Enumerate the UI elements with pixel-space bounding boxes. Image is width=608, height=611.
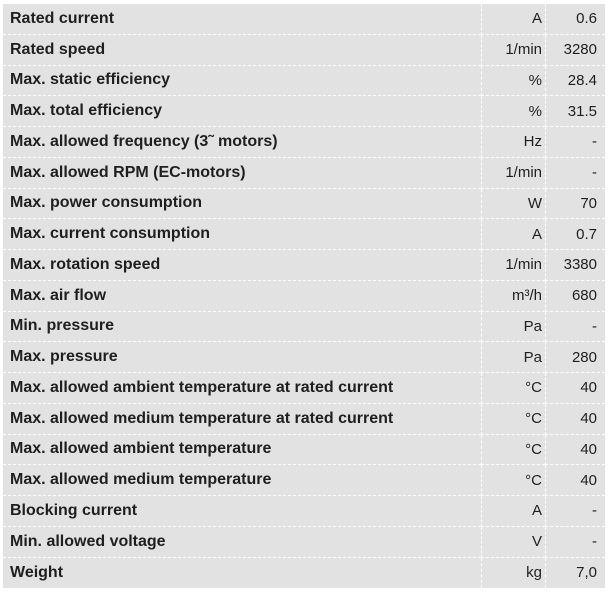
spec-unit: 1/min xyxy=(481,34,545,66)
spec-unit: W xyxy=(481,188,545,220)
spec-unit: °C xyxy=(481,434,545,466)
spec-value: 3280 xyxy=(545,34,605,66)
spec-value: - xyxy=(545,526,605,558)
spec-parameter: Max. static efficiency xyxy=(3,65,481,97)
spec-row: Max. allowed ambient temperature °C 40 xyxy=(3,434,605,466)
spec-row: Max. allowed frequency (3˜ motors) Hz - xyxy=(3,127,605,158)
spec-value: 0.6 xyxy=(545,4,605,35)
spec-parameter: Max. total efficiency xyxy=(3,96,481,127)
spec-row: Max. pressure Pa 280 xyxy=(3,342,605,373)
spec-parameter: Max. current consumption xyxy=(3,219,481,250)
spec-unit: A xyxy=(481,4,545,35)
spec-value: 3380 xyxy=(545,250,605,281)
spec-value: 40 xyxy=(545,434,605,466)
spec-unit: °C xyxy=(481,465,545,496)
spec-parameter: Max. air flow xyxy=(3,280,481,312)
spec-unit: °C xyxy=(481,403,545,435)
spec-parameter: Weight xyxy=(3,557,481,589)
spec-row: Max. allowed medium temperature at rated… xyxy=(3,403,605,435)
spec-parameter: Max. allowed ambient temperature xyxy=(3,434,481,466)
spec-parameter: Max. allowed frequency (3˜ motors) xyxy=(3,127,481,158)
spec-parameter: Max. power consumption xyxy=(3,188,481,220)
spec-value: - xyxy=(545,496,605,527)
spec-parameter: Rated speed xyxy=(3,34,481,66)
spec-row: Max. allowed ambient temperature at rate… xyxy=(3,373,605,404)
spec-unit: m³/h xyxy=(481,280,545,312)
spec-unit: % xyxy=(481,96,545,127)
spec-unit: 1/min xyxy=(481,157,545,189)
spec-row: Max. allowed RPM (EC-motors) 1/min - xyxy=(3,157,605,189)
spec-unit: A xyxy=(481,219,545,250)
spec-unit: Hz xyxy=(481,127,545,158)
spec-row: Weight kg 7,0 xyxy=(3,557,605,589)
spec-row: Max. static efficiency % 28.4 xyxy=(3,65,605,97)
spec-parameter: Min. pressure xyxy=(3,311,481,343)
spec-row: Max. rotation speed 1/min 3380 xyxy=(3,250,605,281)
spec-row: Max. total efficiency % 31.5 xyxy=(3,96,605,127)
spec-value: 28.4 xyxy=(545,65,605,97)
specifications-table: Rated current A 0.6 Rated speed 1/min 32… xyxy=(3,4,605,589)
spec-unit: A xyxy=(481,496,545,527)
spec-row: Max. current consumption A 0.7 xyxy=(3,219,605,250)
spec-unit: Pa xyxy=(481,342,545,373)
spec-value: - xyxy=(545,127,605,158)
spec-value: - xyxy=(545,311,605,343)
spec-value: 31.5 xyxy=(545,96,605,127)
spec-unit: % xyxy=(481,65,545,97)
spec-parameter: Max. allowed ambient temperature at rate… xyxy=(3,373,481,404)
spec-parameter: Max. pressure xyxy=(3,342,481,373)
spec-value: - xyxy=(545,157,605,189)
spec-unit: Pa xyxy=(481,311,545,343)
spec-value: 40 xyxy=(545,403,605,435)
spec-unit: 1/min xyxy=(481,250,545,281)
specifications-table-body: Rated current A 0.6 Rated speed 1/min 32… xyxy=(3,4,605,589)
spec-value: 70 xyxy=(545,188,605,220)
spec-parameter: Min. allowed voltage xyxy=(3,526,481,558)
spec-parameter: Max. allowed RPM (EC-motors) xyxy=(3,157,481,189)
spec-parameter: Max. rotation speed xyxy=(3,250,481,281)
spec-parameter: Rated current xyxy=(3,4,481,35)
spec-row: Rated current A 0.6 xyxy=(3,4,605,35)
spec-parameter: Blocking current xyxy=(3,496,481,527)
spec-parameter: Max. allowed medium temperature xyxy=(3,465,481,496)
spec-row: Rated speed 1/min 3280 xyxy=(3,34,605,66)
spec-value: 680 xyxy=(545,280,605,312)
spec-value: 40 xyxy=(545,373,605,404)
spec-unit: °C xyxy=(481,373,545,404)
spec-row: Max. air flow m³/h 680 xyxy=(3,280,605,312)
spec-value: 0.7 xyxy=(545,219,605,250)
spec-value: 280 xyxy=(545,342,605,373)
spec-row: Min. pressure Pa - xyxy=(3,311,605,343)
spec-parameter: Max. allowed medium temperature at rated… xyxy=(3,403,481,435)
spec-unit: kg xyxy=(481,557,545,589)
spec-row: Max. power consumption W 70 xyxy=(3,188,605,220)
spec-row: Blocking current A - xyxy=(3,496,605,527)
spec-value: 7,0 xyxy=(545,557,605,589)
spec-unit: V xyxy=(481,526,545,558)
spec-row: Max. allowed medium temperature °C 40 xyxy=(3,465,605,496)
spec-row: Min. allowed voltage V - xyxy=(3,526,605,558)
spec-value: 40 xyxy=(545,465,605,496)
